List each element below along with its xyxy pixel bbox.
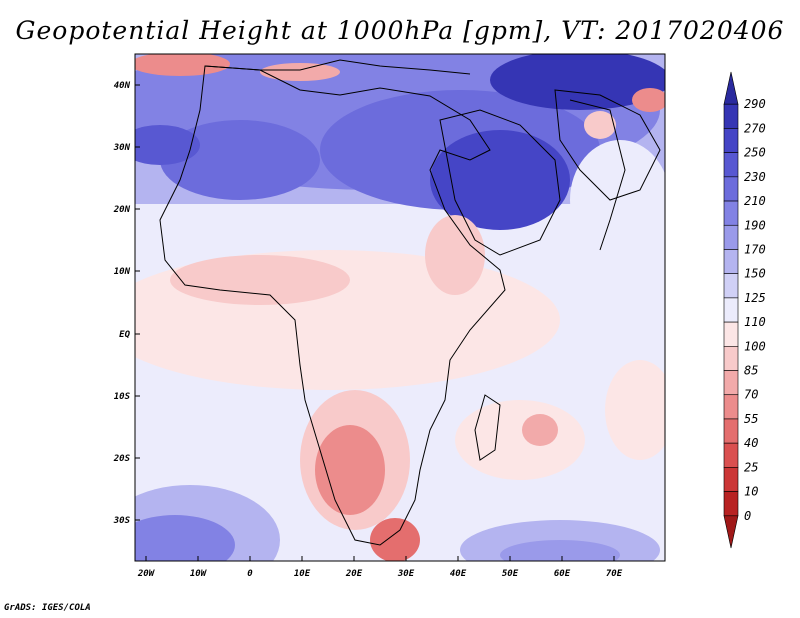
- height-field: [135, 54, 665, 561]
- colorbar-swatch: [723, 370, 739, 396]
- colorbar-swatch: [723, 297, 739, 323]
- colorbar-swatch: [723, 103, 739, 129]
- colorbar-swatch: [723, 418, 739, 444]
- colorbar-label: 150: [744, 267, 766, 281]
- latitude-labels: 40N 30N 20N 10N EQ 10S 20S 30S: [113, 81, 131, 526]
- colorbar-label: 0: [744, 509, 751, 523]
- colorbar-swatch: [723, 200, 739, 226]
- colorbar-swatch: [723, 224, 739, 250]
- colorbar-label: 55: [744, 412, 758, 426]
- colorbar-label: 250: [744, 146, 766, 160]
- colorbar-swatch: [723, 249, 739, 274]
- colorbar-label: 10: [744, 485, 758, 499]
- colorbar-label: 25: [744, 460, 758, 474]
- colorbar-label: 85: [744, 364, 758, 378]
- lon-label: 50E: [502, 569, 519, 579]
- colorbar-swatch: [723, 491, 739, 517]
- lat-label: 30N: [113, 143, 131, 153]
- grads-credit: GrADS: IGES/COLA: [4, 603, 91, 613]
- lon-label: 40E: [450, 569, 467, 579]
- colorbar-swatch: [723, 152, 739, 178]
- colorbar-label: 290: [744, 97, 766, 111]
- colorbar-swatch: [723, 467, 739, 492]
- lon-label: 60E: [554, 569, 571, 579]
- lon-label: 20E: [345, 569, 363, 579]
- longitude-labels: 20W 10W 0 10E 20E 30E 40E 50E 60E 70E: [137, 569, 623, 579]
- colorbar-label: 270: [744, 121, 766, 135]
- lat-label: EQ: [119, 330, 130, 340]
- colorbar-swatch: [723, 176, 739, 202]
- colorbar-label: 100: [744, 339, 766, 353]
- lon-label: 0: [247, 569, 253, 579]
- colorbar-swatch: [723, 515, 739, 549]
- colorbar: 2902702502302101901701501251101008570554…: [723, 71, 766, 549]
- colorbar-label: 230: [744, 170, 766, 184]
- colorbar-swatch: [723, 71, 739, 105]
- colorbar-label: 125: [744, 291, 766, 305]
- colorbar-label: 190: [744, 218, 766, 232]
- colorbar-swatch: [723, 346, 739, 371]
- colorbar-swatch: [723, 442, 739, 468]
- lon-label: 10W: [190, 569, 208, 579]
- lat-label: 30S: [113, 516, 131, 526]
- colorbar-label: 210: [744, 194, 766, 208]
- colorbar-label: 40: [744, 436, 758, 450]
- colorbar-label: 110: [744, 315, 766, 329]
- coastlines: [159, 59, 661, 546]
- map-frame: [134, 53, 666, 562]
- lat-label: 10S: [114, 392, 131, 402]
- colorbar-swatch: [723, 394, 739, 420]
- colorbar-label: 170: [744, 242, 766, 256]
- colorbar-label: 70: [744, 388, 758, 402]
- colorbar-swatch: [723, 321, 739, 347]
- lon-label: 30E: [397, 569, 415, 579]
- lon-label: 20W: [137, 569, 156, 579]
- lat-label: 20N: [113, 205, 131, 215]
- lat-label: 40N: [114, 81, 131, 91]
- colorbar-swatch: [723, 273, 739, 299]
- lon-label: 10E: [294, 569, 311, 579]
- lat-label: 20S: [113, 454, 131, 464]
- lon-label: 70E: [606, 569, 623, 579]
- colorbar-swatch: [723, 128, 739, 153]
- map-title: Geopotential Height at 1000hPa [gpm], VT…: [15, 16, 785, 45]
- lat-label: 10N: [114, 267, 131, 277]
